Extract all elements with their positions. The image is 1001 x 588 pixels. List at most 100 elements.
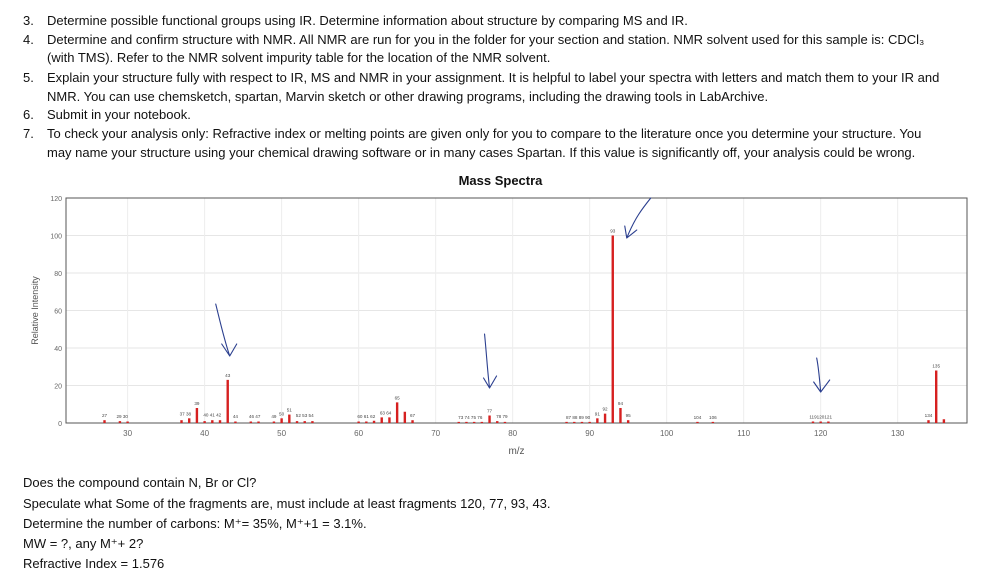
spectrum-peak [103,420,106,423]
spectrum-peak [927,420,930,423]
peak-label: 104 [694,415,702,420]
y-tick-label: 40 [54,346,62,353]
spectrum-peak [272,421,276,423]
x-tick-label: 40 [200,429,209,438]
spectrum-peak [118,421,122,423]
spectrum-peak [603,413,607,423]
x-tick-label: 50 [277,429,286,438]
peak-label: 40 41 42 [203,412,221,417]
spectrum-peak [580,421,584,423]
peak-label: 65 [395,395,401,400]
annotation-arrow [215,303,238,357]
peak-label: 29 30 [116,414,128,419]
peak-label: 78 79 [496,414,508,419]
x-tick-label: 100 [660,429,674,438]
spectrum-peak [234,421,237,423]
spectrum-peak [403,411,407,423]
spectrum-peak [811,421,815,423]
instruction-text: Explain your structure fully with respec… [47,70,940,85]
spectrum-peak [488,415,491,423]
peak-label: 95 [626,413,632,418]
spectrum-peak [588,421,591,423]
y-tick-label: 100 [50,234,62,241]
peak-label: 119120121 [809,415,832,420]
spectrum-peak [480,421,484,423]
y-axis-title: Relative Intensity [30,276,40,345]
x-tick-label: 30 [123,429,132,438]
spectrum-peak [226,379,229,423]
spectrum-peak [295,421,299,423]
x-tick-label: 120 [814,429,828,438]
spectrum-peak [218,420,222,423]
spectrum-peak [303,421,306,423]
spectrum-peak [357,421,360,423]
x-tick-label: 90 [585,429,594,438]
question-5: Refractive Index = 1.576 [23,556,165,571]
peak-label: 106 [709,415,717,420]
y-tick-label: 20 [54,384,62,391]
question-2: Speculate what Some of the fragments are… [23,496,551,511]
instruction-text: may name your structure using your chemi… [47,145,916,160]
instruction-number: 3. [23,13,34,28]
spectrum-peak [619,408,622,423]
peak-label: 67 [410,413,416,418]
peak-label: 43 [225,373,231,378]
spectrum-peak [503,421,507,423]
spectrum-peak [819,421,822,423]
spectrum-peak [211,420,214,423]
annotation-arrow [813,357,831,393]
question-3: Determine the number of carbons: M⁺= 35%… [23,516,367,531]
spectrum-peak [280,418,283,423]
peak-label: 50 [279,411,285,416]
instruction-text: (with TMS). Refer to the NMR solvent imp… [47,50,551,65]
spectrum-peak [472,421,476,423]
x-tick-label: 80 [508,429,517,438]
spectrum-peak [465,421,468,423]
peak-label: 91 [595,411,601,416]
peak-label: 134 [925,413,933,418]
chart-caption: Mass Spectra [458,173,543,188]
instruction-text: NMR. You can use chemsketch, spartan, Ma… [47,89,769,104]
x-axis-title: m/z [508,446,524,457]
annotation-arrow [482,333,498,389]
y-tick-label: 0 [58,421,62,428]
peak-label: 93 [610,229,616,234]
peak-label: 51 [287,408,293,413]
peak-label: 63 64 [380,410,392,415]
question-4: MW = ?, any M⁺+ 2? [23,536,144,551]
instruction-text: Determine possible functional groups usi… [47,13,688,28]
peak-label: 87 88 89 90 [566,415,591,420]
peak-label: 52 53 54 [296,413,314,418]
peak-label: 77 [487,409,493,414]
spectrum-peak [611,235,614,423]
y-tick-label: 60 [54,309,62,316]
peak-label: 27 [102,413,108,418]
spectrum-peak [827,421,830,423]
instruction-number: 4. [23,32,34,47]
spectrum-peak [257,421,260,423]
peak-label: 46 47 [249,414,261,419]
peak-label: 135 [932,364,940,369]
mass-spectrum-chart: 0 20 40 60 80 100 120 30 40 50 60 70 80 90 100 110 120 13… [30,196,968,457]
spectrum-peak [288,414,291,423]
spectrum-peak [365,421,368,423]
peak-label: 39 [194,401,200,406]
spectrum-peak [126,421,129,423]
spectrum-peak [565,421,568,423]
peak-label: 73 74 75 76 [458,415,483,420]
spectrum-peak [180,420,183,423]
spectrum-peak [395,402,399,423]
spectrum-peak [195,408,199,423]
plot-frame [65,197,968,424]
instruction-text: Determine and confirm structure with NMR… [47,32,925,47]
y-tick-label: 80 [54,271,62,278]
spectrum-peak [573,421,576,423]
peak-label: 37 38 [180,411,192,416]
spectrum-peak [711,421,715,423]
peak-label: 49 [271,414,277,419]
spectrum-peak [457,421,460,423]
spectrum-peak [934,370,938,423]
peak-label: 92 [602,407,608,412]
instruction-text: Submit in your notebook. [47,107,191,122]
spectrum-peak [942,419,946,423]
